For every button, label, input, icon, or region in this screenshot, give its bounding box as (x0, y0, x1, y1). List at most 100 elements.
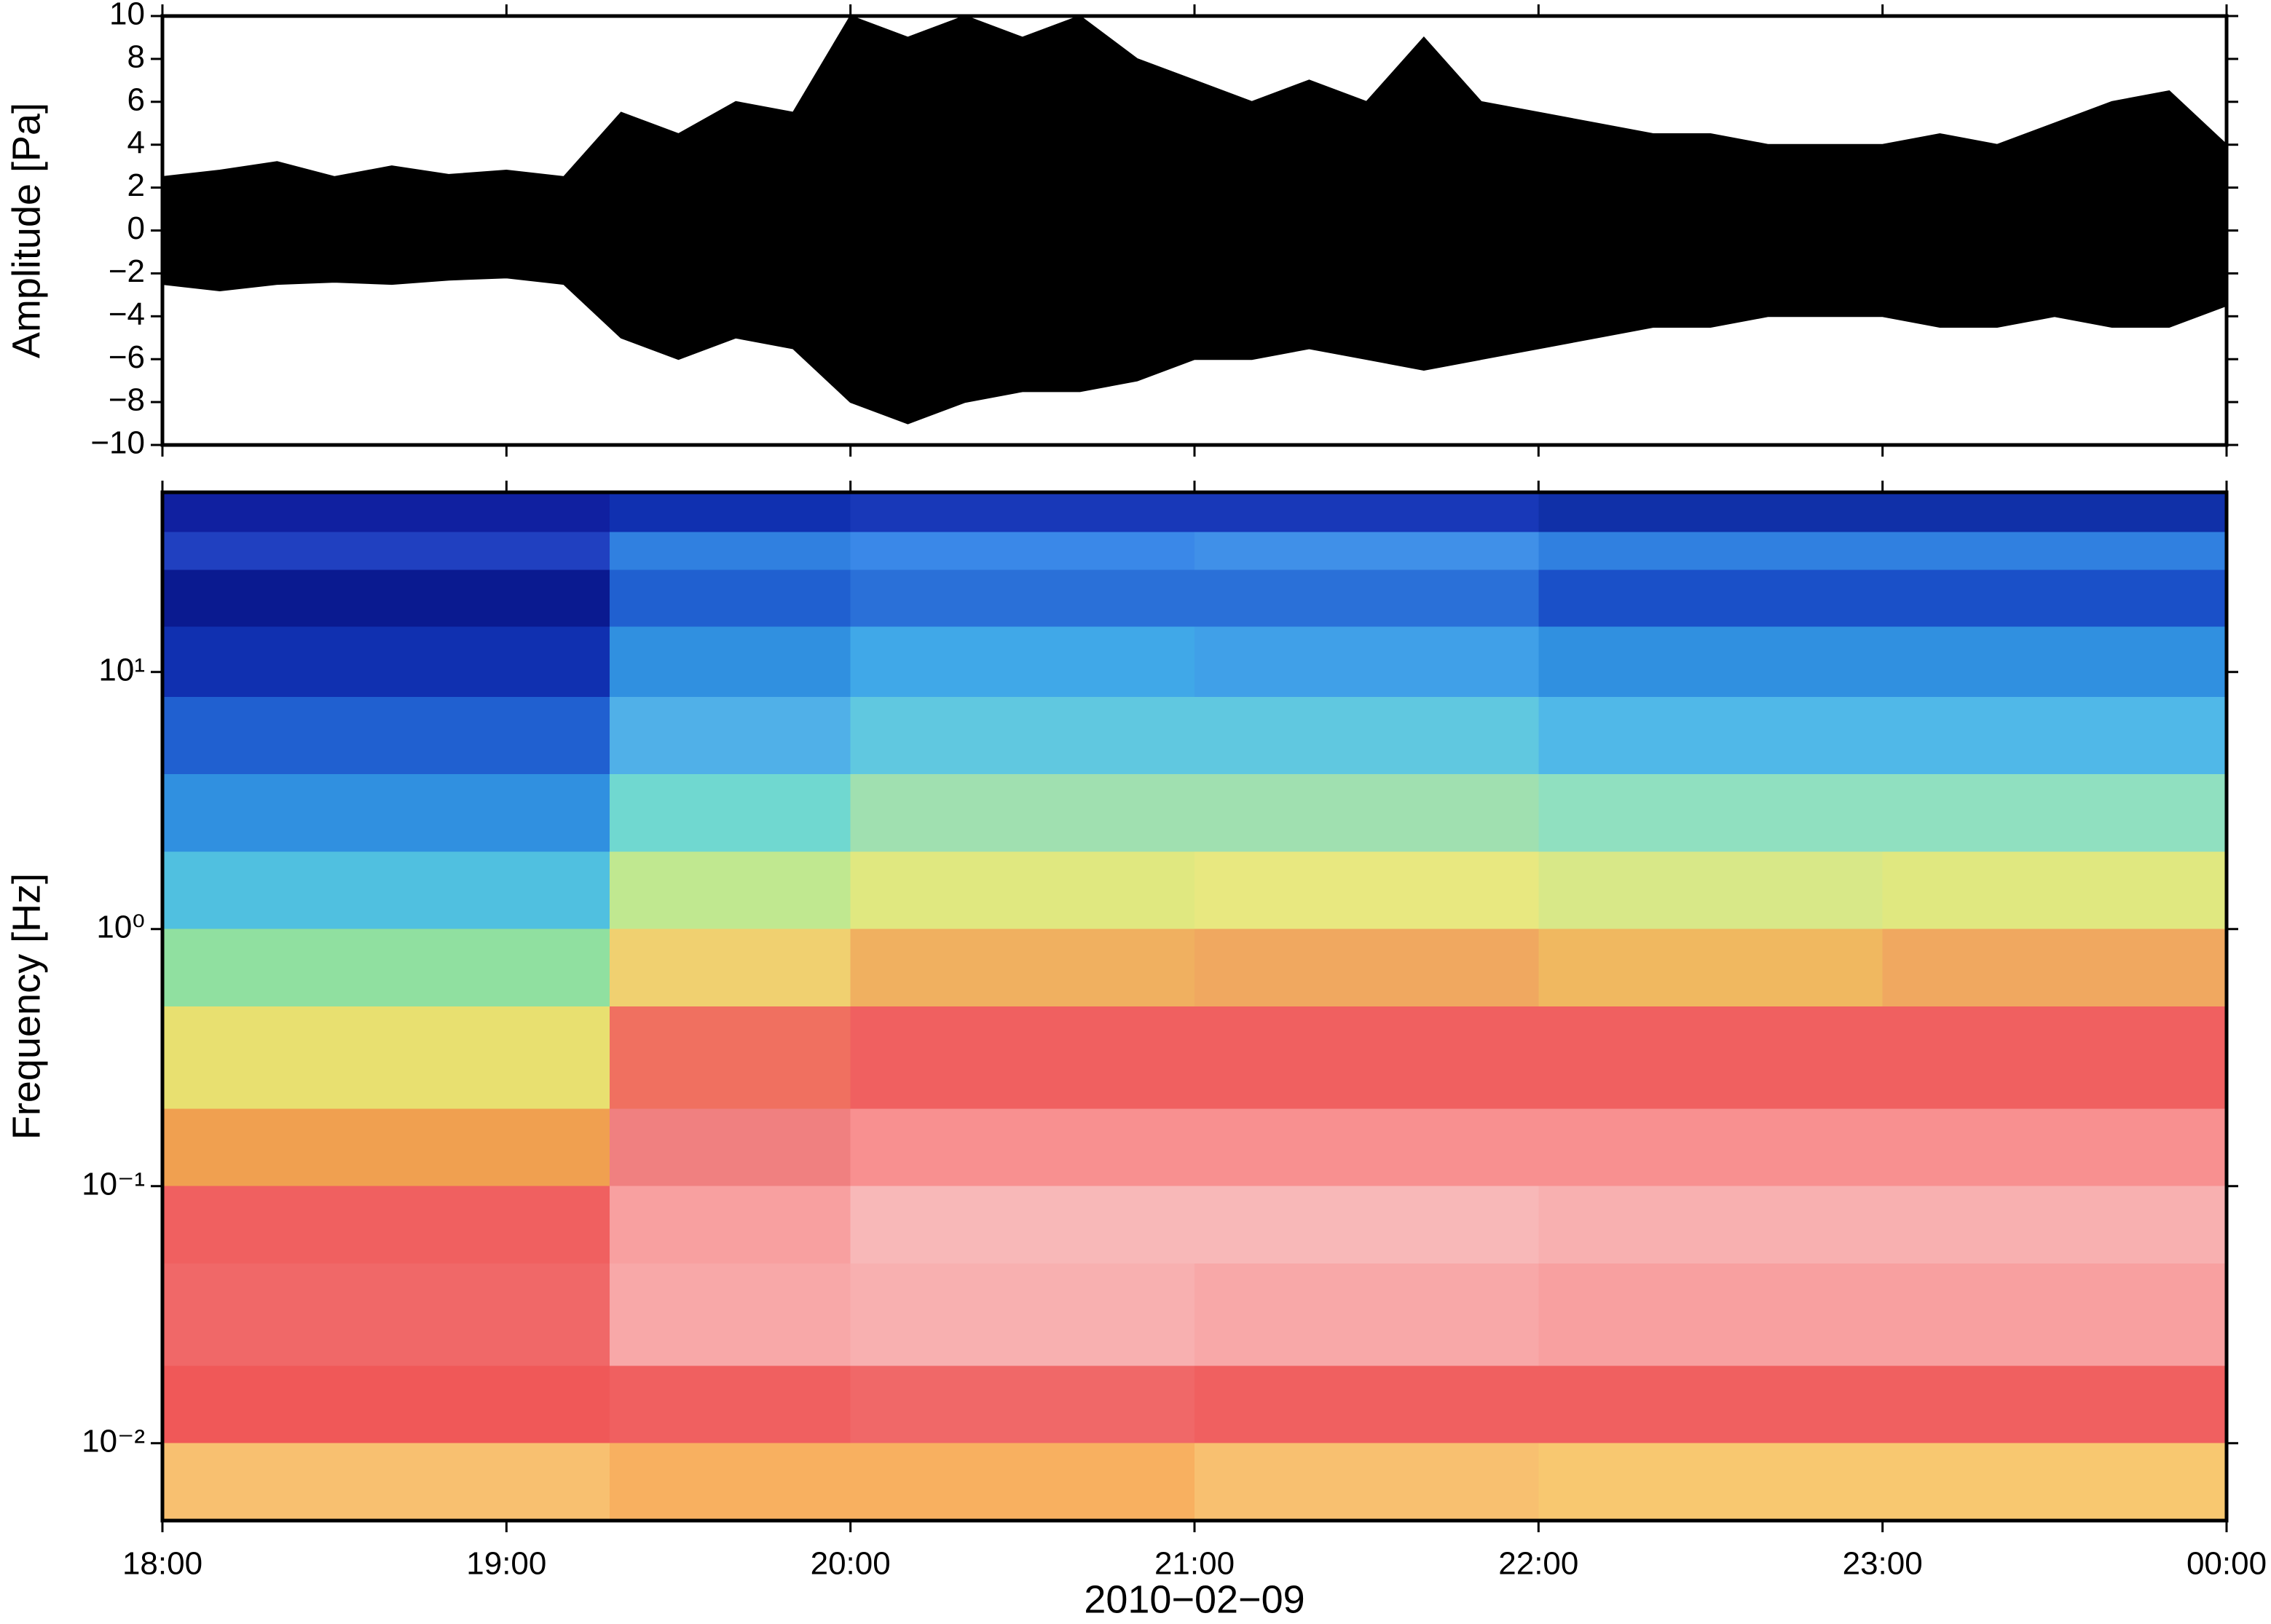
spectrogram-cell (1194, 1006, 1540, 1110)
y-tick-label: −6 (109, 339, 145, 375)
x-tick-label: 20:00 (811, 1546, 891, 1582)
spectrogram-cell (1194, 1186, 1540, 1264)
spectrogram-cell (1882, 532, 2227, 571)
y-axis-label: Frequency [Hz] (4, 873, 48, 1140)
x-tick-label: 22:00 (1498, 1546, 1578, 1582)
spectrogram-cell (162, 1186, 611, 1264)
spectrogram-cell (1882, 1365, 2227, 1444)
spectrogram-cell (1194, 929, 1540, 1007)
y-tick-label: −8 (109, 382, 145, 418)
spectrogram-cell (1538, 851, 1884, 930)
x-tick-label: 21:00 (1154, 1546, 1235, 1582)
spectrogram-cell (610, 1443, 851, 1521)
spectrogram-cell (1882, 569, 2227, 628)
spectrogram-cell (1538, 929, 1884, 1007)
spectrogram-cell (162, 929, 611, 1007)
y-tick-label: 0 (127, 210, 145, 246)
waveform-envelope (162, 229, 2227, 425)
x-tick-label: 19:00 (466, 1546, 546, 1582)
spectrogram-cell (850, 626, 1195, 698)
y-tick-label: 8 (127, 39, 145, 75)
spectrogram-cell (850, 851, 1195, 930)
spectrogram-cell (610, 929, 851, 1007)
spectrogram-cell (610, 532, 851, 571)
spectrogram-cell (1194, 532, 1540, 571)
spectrogram-cell (1882, 1443, 2227, 1521)
y-tick-label: −10 (90, 425, 145, 461)
x-tick-label: 18:00 (122, 1546, 202, 1582)
y-tick-label: 10⁰ (96, 909, 145, 945)
spectrogram-cell (850, 1006, 1195, 1110)
spectrogram-cell (1194, 1108, 1540, 1187)
spectrogram-cell (1538, 774, 1884, 853)
spectrogram-cell (1194, 1264, 1540, 1367)
spectrogram-cell (850, 569, 1195, 628)
spectrogram-cell (1194, 1365, 1540, 1444)
spectrogram-cell (610, 492, 851, 533)
spectrogram-cell (610, 1264, 851, 1367)
y-tick-label: −4 (109, 296, 145, 332)
waveform-envelope (162, 15, 2227, 232)
spectrogram-cell (1538, 492, 1884, 533)
spectrogram-cell (610, 1006, 851, 1110)
spectrogram-cell (1538, 626, 1884, 698)
spectrogram-cell (1882, 1006, 2227, 1110)
spectrogram-cell (162, 626, 611, 698)
spectrogram-cell (162, 569, 611, 628)
spectrogram-cell (610, 1365, 851, 1444)
spectrogram-cell (850, 1443, 1195, 1521)
spectrogram-cell (162, 532, 611, 571)
spectrogram-cell (1194, 492, 1540, 533)
spectrogram-cell (1194, 696, 1540, 776)
spectrogram-cell (1882, 492, 2227, 533)
spectrogram-cell (610, 774, 851, 853)
spectrogram-cell (162, 1443, 611, 1521)
spectrogram-cell (1538, 1443, 1884, 1521)
y-tick-label: 2 (127, 167, 145, 203)
spectrogram-cell (850, 1108, 1195, 1187)
spectrogram-cell (1538, 696, 1884, 776)
spectrogram-cell (1538, 1365, 1884, 1444)
y-tick-label: −2 (109, 253, 145, 289)
spectrogram-cell (610, 696, 851, 776)
spectrogram-cell (1538, 1108, 1884, 1187)
y-tick-label: 6 (127, 82, 145, 117)
spectrogram-cell (1882, 1186, 2227, 1264)
x-tick-label: 00:00 (2187, 1546, 2267, 1582)
spectrogram-cell (610, 1108, 851, 1187)
spectrogram-cell (850, 532, 1195, 571)
spectrogram-cell (1882, 774, 2227, 853)
spectrogram-cell (1194, 774, 1540, 853)
spectrogram-cell (1882, 626, 2227, 698)
y-tick-label: 10⁻¹ (82, 1166, 145, 1202)
spectrogram-cell (162, 851, 611, 930)
spectrogram-cell (1538, 1006, 1884, 1110)
spectrogram-cell (610, 851, 851, 930)
spectrogram-cell (850, 1365, 1195, 1444)
spectrogram-cell (610, 1186, 851, 1264)
spectrogram-cell (610, 569, 851, 628)
spectrogram-cell (850, 774, 1195, 853)
spectrogram-cell (162, 492, 611, 533)
y-tick-label: 10 (109, 0, 145, 32)
y-tick-label: 10⁻² (82, 1423, 145, 1459)
spectrogram-cell (850, 696, 1195, 776)
spectrogram-cell (162, 1365, 611, 1444)
spectrogram-cell (850, 492, 1195, 533)
spectrogram-cell (850, 1264, 1195, 1367)
spectrogram-cell (850, 1186, 1195, 1264)
spectrogram-cell (162, 1006, 611, 1110)
spectrogram-cell (162, 1108, 611, 1187)
spectrogram-cell (1882, 696, 2227, 776)
spectrogram-cell (162, 696, 611, 776)
y-tick-label: 4 (127, 125, 145, 160)
spectrogram-cell (1538, 1186, 1884, 1264)
spectrogram-cell (1194, 626, 1540, 698)
spectrogram-cell (1882, 851, 2227, 930)
spectrogram-cell (1194, 851, 1540, 930)
x-tick-label: 23:00 (1843, 1546, 1923, 1582)
y-tick-label: 10¹ (98, 652, 145, 687)
spectrogram-cell (1194, 1443, 1540, 1521)
spectrogram-cell (1882, 1264, 2227, 1367)
spectrogram-cell (162, 774, 611, 853)
